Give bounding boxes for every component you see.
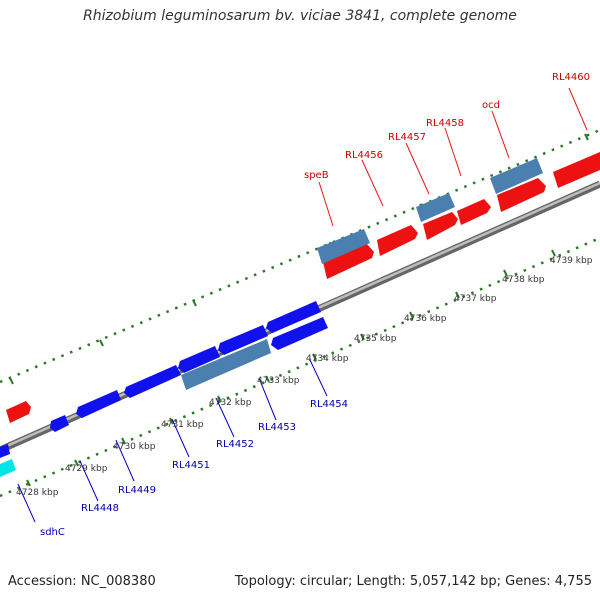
gene-label[interactable]: ocd <box>482 100 500 111</box>
other-features <box>181 158 543 390</box>
gene-label[interactable]: RL4452 <box>216 439 254 450</box>
highlighted-gene[interactable] <box>0 459 16 477</box>
forward-strand-genes <box>6 152 600 423</box>
scale-label: 4738 kbp <box>502 275 545 285</box>
feature-box[interactable] <box>416 193 455 222</box>
scale-label: 4733 kbp <box>257 376 300 386</box>
reverse-gene-labels: sdhC RL4448 RL4449 RL4451 RL4452 RL4453 … <box>40 399 348 538</box>
outer-tick-track <box>0 128 600 384</box>
gene-label[interactable]: RL4456 <box>345 150 383 161</box>
gene-label[interactable]: sdhC <box>40 527 65 538</box>
inner-major-ticks <box>26 249 556 487</box>
gene-label[interactable]: RL4448 <box>81 503 119 514</box>
gene-label[interactable]: RL4449 <box>118 485 156 496</box>
gene-label[interactable]: RL4454 <box>310 399 348 410</box>
gene-arrow[interactable] <box>218 325 268 355</box>
gene-arrow[interactable] <box>271 317 328 350</box>
scale-label: 4730 kbp <box>113 442 156 452</box>
label-leaders <box>17 87 588 523</box>
gene-arrow[interactable] <box>6 401 31 423</box>
feature-box[interactable] <box>317 229 370 264</box>
gene-arrow[interactable] <box>266 301 321 333</box>
scale-label: 4734 kbp <box>306 354 349 364</box>
reverse-strand-genes <box>0 301 328 458</box>
scale-label: 4735 kbp <box>354 334 397 344</box>
gene-arrow[interactable] <box>377 225 418 256</box>
gene-label[interactable]: speB <box>304 170 329 181</box>
gene-arrow[interactable] <box>124 365 181 398</box>
genome-map: speB RL4456 RL4457 RL4458 ocd RL4460 sdh… <box>0 72 600 538</box>
map-title: Rhizobium leguminosarum bv. viciae 3841,… <box>83 8 517 24</box>
gene-arrow[interactable] <box>553 152 600 188</box>
gene-label[interactable]: RL4458 <box>426 118 464 129</box>
scale-label: 4736 kbp <box>404 314 447 324</box>
feature-box[interactable] <box>181 339 271 390</box>
scale-labels: 4728 kbp 4729 kbp 4730 kbp 4731 kbp 4732… <box>16 256 593 498</box>
gene-arrow[interactable] <box>457 199 491 225</box>
gene-label[interactable]: RL4453 <box>258 422 296 433</box>
gene-label[interactable]: RL4460 <box>552 72 590 83</box>
gene-label[interactable]: RL4451 <box>172 460 210 471</box>
accession-text: Accession: NC_008380 <box>8 574 156 589</box>
scale-label: 4732 kbp <box>209 398 252 408</box>
scale-label: 4729 kbp <box>65 464 108 474</box>
forward-gene-labels: speB RL4456 RL4457 RL4458 ocd RL4460 <box>304 72 590 181</box>
gene-arrow[interactable] <box>323 243 374 279</box>
gene-arrow[interactable] <box>50 415 69 432</box>
scale-label: 4731 kbp <box>161 420 204 430</box>
scale-label: 4728 kbp <box>16 488 59 498</box>
genome-summary-text: Topology: circular; Length: 5,057,142 bp… <box>234 574 592 589</box>
gene-arrow[interactable] <box>497 178 546 212</box>
gene-arrow[interactable] <box>423 212 458 240</box>
feature-box[interactable] <box>490 158 543 194</box>
gene-label[interactable]: RL4457 <box>388 132 426 143</box>
gene-arrow[interactable] <box>76 390 121 418</box>
scale-label: 4739 kbp <box>550 256 593 266</box>
gene-arrow[interactable] <box>0 444 10 458</box>
scale-label: 4737 kbp <box>454 294 497 304</box>
gene-arrow[interactable] <box>178 346 220 373</box>
